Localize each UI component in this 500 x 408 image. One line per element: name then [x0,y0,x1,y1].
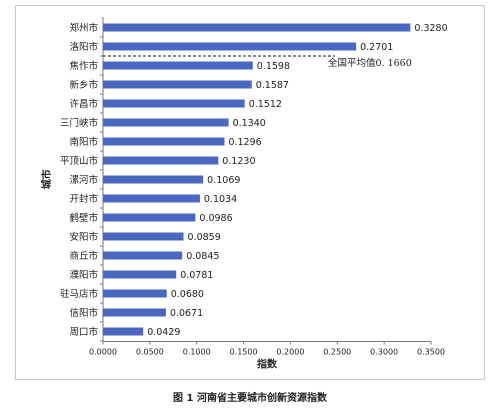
category-label: 周口市 [69,326,98,338]
value-label: 0.1587 [256,80,289,91]
category-label: 信阳市 [69,307,98,319]
bar [103,308,166,317]
value-label: 0.1034 [204,194,237,205]
x-tick-label: 0.0000 [89,348,117,357]
value-label: 0.0680 [171,289,204,300]
average-reference-label: 全国平均值0. 1660 [328,57,412,69]
bar [103,270,177,279]
x-tick-label: 0.3000 [370,348,398,357]
x-tick-label: 0.0500 [136,348,164,357]
value-label: 0.0845 [186,251,219,262]
category-label: 平顶山市 [60,155,99,167]
value-label: 0.1598 [257,61,290,72]
x-tick-label: 0.2000 [276,348,304,357]
bar [103,42,357,51]
bar [103,213,196,222]
x-tick-label: 0.1000 [183,348,211,357]
value-label: 0.0429 [147,327,180,338]
bar [103,118,229,127]
bar [103,194,200,203]
figure-caption: 图 1 河南省主要城市创新资源指数 [173,393,327,404]
value-label: 0.2701 [360,42,393,53]
bar [103,327,144,336]
category-label: 郑州市 [69,22,98,34]
category-label: 南阳市 [69,136,98,148]
category-label: 三门峡市 [60,117,99,129]
bar [103,80,252,89]
category-label: 商丘市 [69,250,98,262]
bar [103,156,219,165]
value-label: 0.0859 [188,232,221,243]
x-tick-label: 0.3500 [417,348,445,357]
x-axis-title: 指数 [257,358,278,371]
bar [103,232,184,241]
category-label: 许昌市 [69,98,98,110]
bar [103,99,245,108]
value-label: 0.0986 [199,213,232,224]
value-label: 0.0781 [180,270,213,281]
value-label: 0.1296 [228,137,261,148]
category-label: 洛阳市 [69,41,98,53]
bar [103,137,225,146]
x-tick-label: 0.2500 [323,348,351,357]
value-label: 0.0671 [170,308,203,319]
category-label: 开封市 [69,193,98,205]
value-label: 0.3280 [414,23,447,34]
category-label: 新乡市 [69,79,98,91]
bar [103,61,253,70]
bar [103,251,183,260]
value-label: 0.1340 [233,118,266,129]
category-label: 鹤壁市 [69,212,98,224]
value-label: 0.1069 [207,175,240,186]
category-label: 焦作市 [69,60,98,72]
bar [103,289,167,298]
y-axis-title: 城市 [40,169,53,189]
category-label: 漯河市 [69,174,98,186]
x-tick-label: 0.1500 [230,348,258,357]
bar [103,175,204,184]
value-label: 0.1230 [222,156,255,167]
category-label: 驻马店市 [60,288,99,300]
value-label: 0.1512 [249,99,282,110]
bar [103,23,411,32]
category-label: 濮阳市 [69,269,98,281]
category-label: 安阳市 [69,231,98,243]
